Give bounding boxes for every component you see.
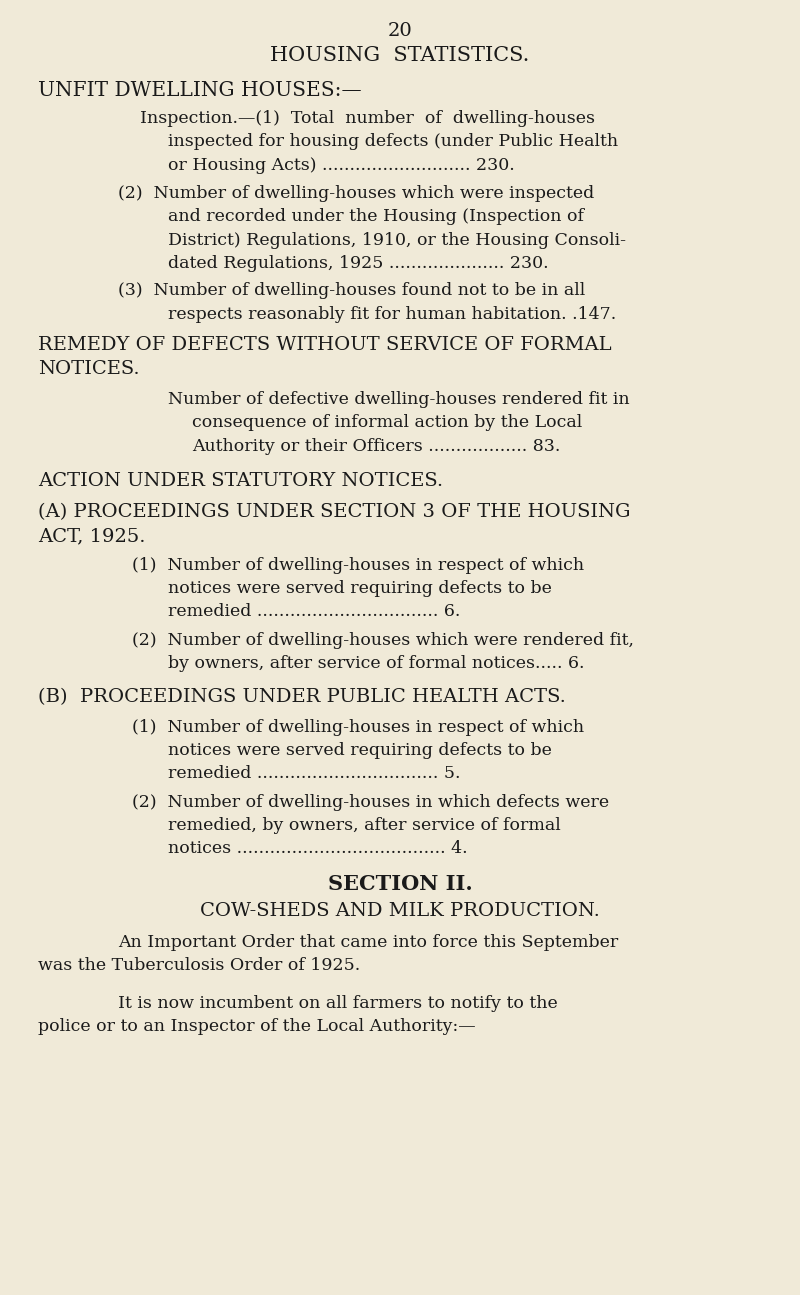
Text: ACT, 1925.: ACT, 1925.	[38, 527, 146, 545]
Text: and recorded under the Housing (Inspection of: and recorded under the Housing (Inspecti…	[168, 208, 584, 225]
Text: respects reasonably fit for human habitation. .147.: respects reasonably fit for human habita…	[168, 306, 616, 322]
Text: or Housing Acts) ........................... 230.: or Housing Acts) .......................…	[168, 157, 514, 174]
Text: by owners, after service of formal notices..... 6.: by owners, after service of formal notic…	[168, 655, 585, 672]
Text: (2)  Number of dwelling-houses which were inspected: (2) Number of dwelling-houses which were…	[118, 185, 594, 202]
Text: Authority or their Officers .................. 83.: Authority or their Officers ............…	[192, 438, 560, 455]
Text: Number of defective dwelling-houses rendered fit in: Number of defective dwelling-houses rend…	[168, 391, 630, 408]
Text: was the Tuberculosis Order of 1925.: was the Tuberculosis Order of 1925.	[38, 957, 361, 974]
Text: (1)  Number of dwelling-houses in respect of which: (1) Number of dwelling-houses in respect…	[132, 557, 584, 574]
Text: (3)  Number of dwelling-houses found not to be in all: (3) Number of dwelling-houses found not …	[118, 282, 586, 299]
Text: remedied ................................. 5.: remedied ...............................…	[168, 765, 461, 782]
Text: inspected for housing defects (under Public Health: inspected for housing defects (under Pub…	[168, 133, 618, 150]
Text: COW-SHEDS AND MILK PRODUCTION.: COW-SHEDS AND MILK PRODUCTION.	[200, 901, 600, 919]
Text: 20: 20	[388, 22, 412, 40]
Text: (2)  Number of dwelling-houses in which defects were: (2) Number of dwelling-houses in which d…	[132, 794, 609, 811]
Text: remedied ................................. 6.: remedied ...............................…	[168, 603, 460, 620]
Text: remedied, by owners, after service of formal: remedied, by owners, after service of fo…	[168, 817, 561, 834]
Text: notices were served requiring defects to be: notices were served requiring defects to…	[168, 742, 552, 759]
Text: ACTION UNDER STATUTORY NOTICES.: ACTION UNDER STATUTORY NOTICES.	[38, 471, 443, 490]
Text: HOUSING  STATISTICS.: HOUSING STATISTICS.	[270, 45, 530, 65]
Text: SECTION II.: SECTION II.	[328, 874, 472, 894]
Text: police or to an Inspector of the Local Authority:—: police or to an Inspector of the Local A…	[38, 1018, 476, 1035]
Text: (2)  Number of dwelling-houses which were rendered fit,: (2) Number of dwelling-houses which were…	[132, 632, 634, 649]
Text: notices ...................................... 4.: notices ................................…	[168, 840, 468, 857]
Text: notices were served requiring defects to be: notices were served requiring defects to…	[168, 580, 552, 597]
Text: It is now incumbent on all farmers to notify to the: It is now incumbent on all farmers to no…	[118, 995, 558, 1011]
Text: UNFIT DWELLING HOUSES:—: UNFIT DWELLING HOUSES:—	[38, 80, 362, 100]
Text: An Important Order that came into force this September: An Important Order that came into force …	[118, 934, 618, 951]
Text: dated Regulations, 1925 ..................... 230.: dated Regulations, 1925 ................…	[168, 255, 549, 272]
Text: REMEDY OF DEFECTS WITHOUT SERVICE OF FORMAL: REMEDY OF DEFECTS WITHOUT SERVICE OF FOR…	[38, 335, 612, 354]
Text: District) Regulations, 1910, or the Housing Consoli-: District) Regulations, 1910, or the Hous…	[168, 232, 626, 249]
Text: (B)  PROCEEDINGS UNDER PUBLIC HEALTH ACTS.: (B) PROCEEDINGS UNDER PUBLIC HEALTH ACTS…	[38, 688, 566, 706]
Text: (1)  Number of dwelling-houses in respect of which: (1) Number of dwelling-houses in respect…	[132, 719, 584, 736]
Text: NOTICES.: NOTICES.	[38, 360, 140, 378]
Text: consequence of informal action by the Local: consequence of informal action by the Lo…	[192, 414, 582, 431]
Text: (A) PROCEEDINGS UNDER SECTION 3 OF THE HOUSING: (A) PROCEEDINGS UNDER SECTION 3 OF THE H…	[38, 502, 631, 521]
Text: Inspection.—(1)  Total  number  of  dwelling-houses: Inspection.—(1) Total number of dwelling…	[140, 110, 595, 127]
